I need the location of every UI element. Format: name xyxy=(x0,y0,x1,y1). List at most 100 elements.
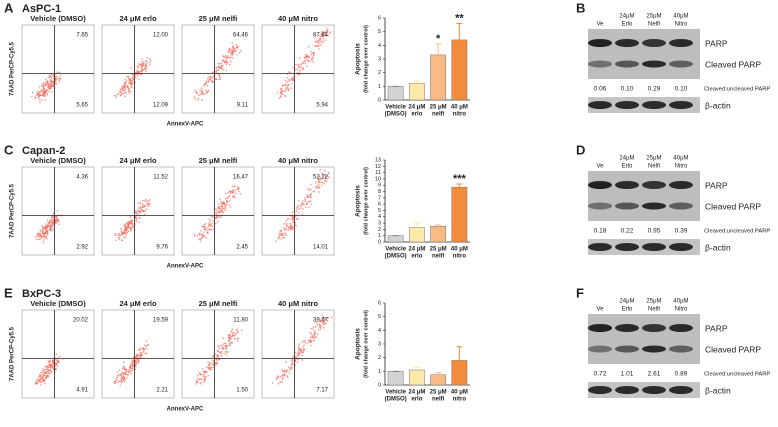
cell-line: Capan-2 xyxy=(22,145,65,157)
lane-label: 25μM xyxy=(646,14,661,20)
event-dot xyxy=(237,188,240,190)
event-dot xyxy=(115,239,117,242)
event-dot xyxy=(301,354,304,357)
lower-right-pct: 9.11 xyxy=(237,103,249,109)
x-tick-label: 40 μM xyxy=(451,390,468,396)
event-dot xyxy=(46,366,48,368)
event-dot xyxy=(316,41,319,44)
event-dot xyxy=(128,78,130,80)
event-dot xyxy=(320,40,322,42)
event-dot xyxy=(295,207,298,209)
event-dot xyxy=(302,60,305,63)
event-dot xyxy=(202,378,205,381)
event-dot xyxy=(283,228,286,231)
event-dot xyxy=(135,219,137,222)
event-dot xyxy=(117,381,119,384)
event-dot xyxy=(137,67,139,69)
upper-right-pct: 39.67 xyxy=(313,318,329,324)
event-dot xyxy=(58,79,61,81)
event-dot xyxy=(294,351,297,354)
event-dot xyxy=(320,181,323,183)
event-dot xyxy=(115,376,118,379)
event-dot xyxy=(122,232,124,235)
plot-title: Vehicle (DMSO) xyxy=(30,156,86,165)
ratio: 0.72 xyxy=(594,371,607,378)
event-dot xyxy=(211,81,214,84)
event-dot xyxy=(48,74,51,77)
event-dot xyxy=(129,366,131,368)
event-dot xyxy=(279,95,282,97)
lane-label: Erlo xyxy=(622,22,633,28)
event-dot xyxy=(235,329,238,331)
event-dot xyxy=(211,216,214,218)
event-dot xyxy=(116,379,118,381)
event-dot xyxy=(304,341,307,344)
event-dot xyxy=(138,221,141,224)
event-dot xyxy=(323,319,325,322)
event-dot xyxy=(280,238,282,240)
event-dot xyxy=(132,369,134,371)
event-dot xyxy=(131,76,134,79)
cell-line: AsPC-1 xyxy=(22,3,61,15)
event-dot xyxy=(141,62,144,65)
band-label: Cleaved PARP xyxy=(705,59,761,69)
event-dot xyxy=(275,377,278,379)
event-dot xyxy=(321,177,323,180)
event-dot xyxy=(292,219,294,222)
event-dot xyxy=(209,368,211,370)
event-dot xyxy=(324,179,327,181)
event-dot xyxy=(47,369,50,372)
event-dot xyxy=(204,378,206,381)
event-dot xyxy=(51,229,53,232)
event-dot xyxy=(313,52,316,54)
x-axis-label: AnnexV-APC xyxy=(167,264,204,270)
y-tick-label: 2 xyxy=(378,227,381,233)
event-dot xyxy=(237,45,239,48)
event-dot xyxy=(292,66,294,69)
event-dot xyxy=(219,77,221,79)
event-dot xyxy=(127,223,129,226)
lane-label: Erlo xyxy=(622,307,633,313)
event-dot xyxy=(289,367,291,369)
event-dot xyxy=(139,347,142,349)
event-dot xyxy=(321,321,324,324)
event-dot xyxy=(288,366,290,369)
x-tick-label: Vehicle xyxy=(385,390,406,396)
event-dot xyxy=(228,56,230,59)
event-dot xyxy=(226,57,228,60)
event-dot xyxy=(138,212,141,214)
event-dot xyxy=(42,85,44,87)
event-dot xyxy=(115,378,117,381)
event-dot xyxy=(47,367,49,369)
event-dot xyxy=(324,317,326,319)
event-dot xyxy=(199,373,202,376)
event-dot xyxy=(118,374,121,376)
event-dot xyxy=(41,375,43,378)
event-dot xyxy=(212,366,214,369)
event-dot xyxy=(46,82,49,84)
event-dot xyxy=(286,85,289,87)
event-dot xyxy=(315,322,318,324)
event-dot xyxy=(292,78,295,80)
upper-right-pct: 11.80 xyxy=(233,318,248,324)
event-dot xyxy=(43,95,46,97)
parp-band xyxy=(588,181,612,189)
event-dot xyxy=(287,226,290,229)
event-dot xyxy=(285,371,288,373)
event-dot xyxy=(309,193,312,196)
event-dot xyxy=(137,75,139,77)
cleaved-band xyxy=(588,60,612,68)
event-dot xyxy=(203,226,205,228)
event-dot xyxy=(220,216,222,218)
event-dot xyxy=(239,192,242,195)
event-dot xyxy=(41,229,44,231)
event-dot xyxy=(207,89,210,92)
event-dot xyxy=(290,218,293,220)
event-dot xyxy=(236,48,238,51)
event-dot xyxy=(299,57,301,60)
event-dot xyxy=(325,31,327,34)
event-dot xyxy=(240,50,242,52)
event-dot xyxy=(221,60,224,62)
event-dot xyxy=(283,370,285,372)
event-dot xyxy=(208,78,211,81)
